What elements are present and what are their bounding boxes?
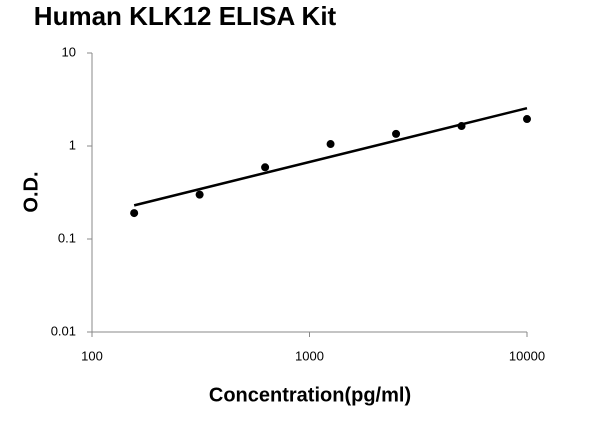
y-tick-label: 0.01 [51, 323, 76, 338]
x-tick-label: 100 [81, 348, 103, 363]
y-tick-label: 0.1 [58, 230, 76, 245]
trendline [133, 106, 528, 207]
data-point [261, 163, 270, 172]
x-tick-label: 10000 [509, 348, 545, 363]
data-point [326, 140, 335, 149]
chart-title: Human KLK12 ELISA Kit [34, 1, 337, 31]
data-point [457, 122, 466, 131]
data-point [523, 115, 531, 124]
data-point [130, 209, 139, 218]
x-tick-label: 1000 [295, 348, 324, 363]
x-axis-label: Concentration(pg/ml) [209, 384, 411, 406]
y-tick-label: 10 [62, 44, 76, 59]
data-point [392, 129, 401, 138]
data-point [195, 190, 204, 199]
y-axis-label: O.D. [20, 171, 42, 212]
y-tick-label: 1 [69, 137, 76, 152]
